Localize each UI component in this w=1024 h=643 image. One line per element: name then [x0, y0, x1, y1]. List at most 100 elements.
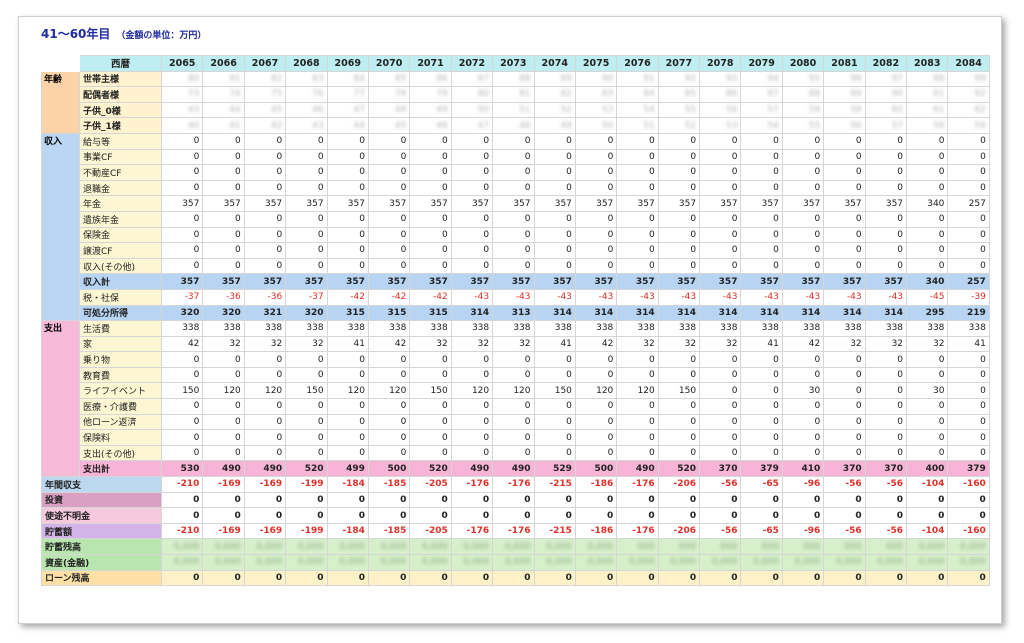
data-cell: 0: [947, 413, 990, 431]
data-cell: 97: [864, 70, 908, 88]
data-cell: 0: [947, 444, 990, 462]
data-cell: 0: [326, 413, 369, 431]
data-cell: 0: [574, 429, 618, 446]
data-cell: 0: [367, 444, 411, 462]
row-label: 貯蓄残高: [41, 538, 162, 555]
data-cell: -42: [326, 288, 369, 306]
data-cell: 295: [906, 304, 949, 322]
data-cell: 0: [367, 148, 411, 166]
data-cell: 0: [657, 226, 701, 244]
data-cell: 57: [864, 117, 908, 134]
row-label: ローン残高: [41, 569, 162, 587]
data-cell: 530: [160, 460, 204, 478]
data-cell: 0: [781, 429, 825, 446]
data-cell: 0: [326, 398, 369, 415]
data-cell: 0: [326, 148, 369, 166]
data-cell: -96: [781, 476, 825, 493]
table-row: 退職金 0 0 0 0 0 0 0 0 0 0 0 0 0 0 0 0 0 0 0 0: [42, 179, 990, 197]
data-cell: 0: [947, 429, 990, 446]
data-cell: -43: [864, 288, 908, 306]
data-cell: 370: [823, 460, 866, 478]
data-cell: 47: [450, 117, 494, 134]
data-cell: 51: [616, 117, 659, 134]
data-cell: 0: [243, 444, 287, 462]
row-label: 譲渡CF: [79, 242, 162, 259]
data-cell: 0: [616, 507, 659, 524]
data-cell: 0,000: [367, 554, 411, 571]
data-cell: -199: [285, 476, 328, 493]
data-cell: 0: [699, 569, 742, 587]
data-cell: 338: [740, 320, 783, 337]
row-label: 保険料: [79, 429, 162, 446]
data-cell: 357: [326, 195, 369, 212]
data-cell: 0: [409, 569, 452, 587]
data-cell: 0: [492, 132, 535, 150]
data-cell: 0: [657, 257, 701, 275]
data-cell: 0: [823, 164, 866, 181]
data-cell: 0: [202, 132, 245, 150]
data-cell: 529: [533, 460, 576, 478]
data-cell: -43: [699, 288, 742, 306]
year-header: 2083: [906, 55, 949, 72]
data-cell: 83: [285, 70, 328, 88]
data-cell: 0: [947, 242, 990, 259]
data-cell: 0: [740, 444, 783, 462]
data-cell: 340: [906, 273, 949, 290]
data-cell: 357: [864, 195, 908, 212]
year-header: 2071: [409, 55, 452, 72]
data-cell: 0: [740, 569, 783, 587]
data-cell: -160: [947, 522, 990, 540]
data-cell: 0: [864, 351, 908, 368]
data-cell: 357: [450, 195, 494, 212]
data-cell: 0: [781, 569, 825, 587]
data-cell: 0: [616, 210, 659, 228]
data-cell: 0: [367, 226, 411, 244]
data-cell: 88: [781, 86, 825, 103]
row-label: 収入計: [79, 273, 162, 290]
data-cell: 45: [367, 117, 411, 134]
data-cell: 0: [285, 366, 328, 384]
data-cell: 314: [533, 304, 576, 322]
data-cell: 0: [574, 507, 618, 524]
data-cell: 0: [160, 413, 204, 431]
data-cell: 98: [906, 70, 949, 88]
data-cell: 0: [450, 132, 494, 150]
data-cell: 338: [699, 320, 742, 337]
data-cell: 0: [160, 242, 204, 259]
data-cell: -206: [657, 476, 701, 493]
data-cell: 0: [781, 179, 825, 197]
title-text: 41～60年目: [41, 27, 111, 41]
data-cell: 0,000: [616, 554, 659, 571]
data-cell: 000: [740, 538, 783, 555]
data-cell: 0,000: [906, 554, 949, 571]
data-cell: 0: [823, 413, 866, 431]
data-cell: 0: [823, 351, 866, 368]
data-cell: 52: [657, 117, 701, 134]
data-cell: 150: [533, 382, 576, 400]
data-cell: 314: [574, 304, 618, 322]
data-cell: 54: [740, 117, 783, 134]
data-cell: 0: [616, 491, 659, 509]
data-cell: 357: [326, 273, 369, 290]
data-cell: 80: [450, 86, 494, 103]
table-row: 保険金 0 0 0 0 0 0 0 0 0 0 0 0 0 0 0 0 0 0 0 0: [42, 226, 990, 244]
data-cell: 0,000: [285, 554, 328, 571]
data-cell: 91: [616, 70, 659, 88]
data-cell: 0: [409, 491, 452, 509]
data-cell: 0: [740, 413, 783, 431]
data-cell: 0: [947, 257, 990, 275]
data-cell: 0: [740, 164, 783, 181]
data-cell: 338: [657, 320, 701, 337]
year-header: 2067: [243, 55, 287, 72]
data-cell: 0: [740, 132, 783, 150]
data-cell: 0: [657, 429, 701, 446]
data-cell: 0: [823, 210, 866, 228]
data-cell: 32: [616, 335, 659, 353]
data-cell: 000: [616, 538, 659, 555]
data-cell: 357: [160, 195, 204, 212]
data-cell: 76: [285, 86, 328, 103]
data-cell: 357: [243, 273, 287, 290]
data-cell: 0: [409, 351, 452, 368]
data-cell: -184: [326, 476, 369, 493]
data-cell: 0: [657, 179, 701, 197]
